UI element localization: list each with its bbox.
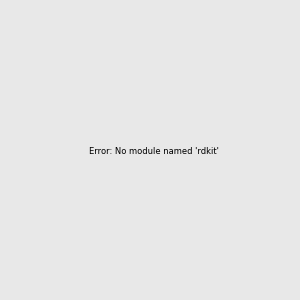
Text: Error: No module named 'rdkit': Error: No module named 'rdkit' <box>89 147 219 156</box>
